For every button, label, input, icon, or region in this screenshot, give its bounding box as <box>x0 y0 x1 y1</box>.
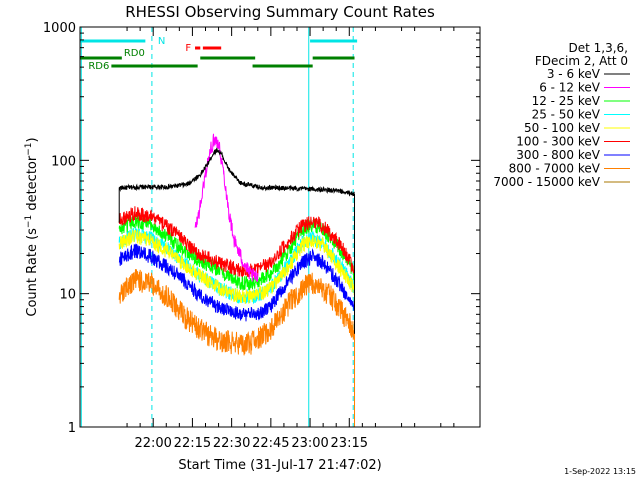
series-line-5 <box>118 206 355 279</box>
legend-item-label: 12 - 25 keV <box>532 94 601 108</box>
series-line-6 <box>118 243 355 322</box>
plot-area: N F RD0 RD6 <box>80 27 358 427</box>
x-tick-label: 22:45 <box>252 436 289 451</box>
series-line-1 <box>194 133 259 283</box>
plot-content: N F RD0 RD6 <box>80 27 358 427</box>
state-bar-label: RD0 <box>124 48 145 59</box>
legend-item-label: 3 - 6 keV <box>547 67 601 81</box>
y-tick-label: 1 <box>68 421 76 436</box>
plot-frame <box>79 26 481 428</box>
y-tick-label: 1000 <box>43 21 76 36</box>
y-tick-label: 10 <box>59 288 76 303</box>
series-line-0 <box>118 147 355 197</box>
x-tick-label: 23:00 <box>291 436 328 451</box>
y-axis-label-part: ) <box>25 137 40 142</box>
legend-header-line: Det 1,3,6, <box>569 41 629 55</box>
footer-date: 1-Sep-2022 13:15 <box>564 467 636 476</box>
y-axis-label-sup: −1 <box>24 215 34 228</box>
legend-item-label: 6 - 12 keV <box>539 81 601 95</box>
y-tick-label: 100 <box>51 154 76 169</box>
x-axis-label: Start Time (31-Jul-17 21:47:02) <box>178 458 381 473</box>
state-bar-label: RD6 <box>88 61 109 72</box>
x-tick-label: 23:15 <box>331 436 368 451</box>
legend-item-label: 100 - 300 keV <box>516 135 600 149</box>
legend-item-label: 800 - 7000 keV <box>509 162 601 176</box>
legend-item-label: 7000 - 15000 keV <box>493 175 600 189</box>
state-bar-label: F <box>185 43 191 54</box>
series-line-7 <box>118 269 355 356</box>
series-line-4 <box>118 229 355 304</box>
x-tick-label: 22:00 <box>134 436 171 451</box>
y-axis-label-part: Count Rate (s <box>25 228 40 317</box>
y-axis-label-part: detector <box>25 155 40 215</box>
legend-header-line: FDecim 2, Att 0 <box>535 54 628 68</box>
y-axis-label-sup: −1 <box>24 142 34 155</box>
y-axis: 1 10 100 1000 <box>43 21 480 436</box>
chart-title: RHESSI Observing Summary Count Rates <box>125 3 435 21</box>
legend-item-label: 50 - 100 keV <box>524 121 601 135</box>
x-tick-label: 22:15 <box>174 436 211 451</box>
x-tick-label: 22:30 <box>213 436 250 451</box>
y-axis-label: Count Rate (s−1 detector−1) <box>24 137 40 316</box>
state-bar-label: N <box>158 36 165 47</box>
legend-item-label: 25 - 50 keV <box>532 108 601 122</box>
x-axis: 22:00 22:15 22:30 22:45 23:00 23:15 <box>126 27 455 451</box>
legend-item-label: 300 - 800 keV <box>516 148 600 162</box>
